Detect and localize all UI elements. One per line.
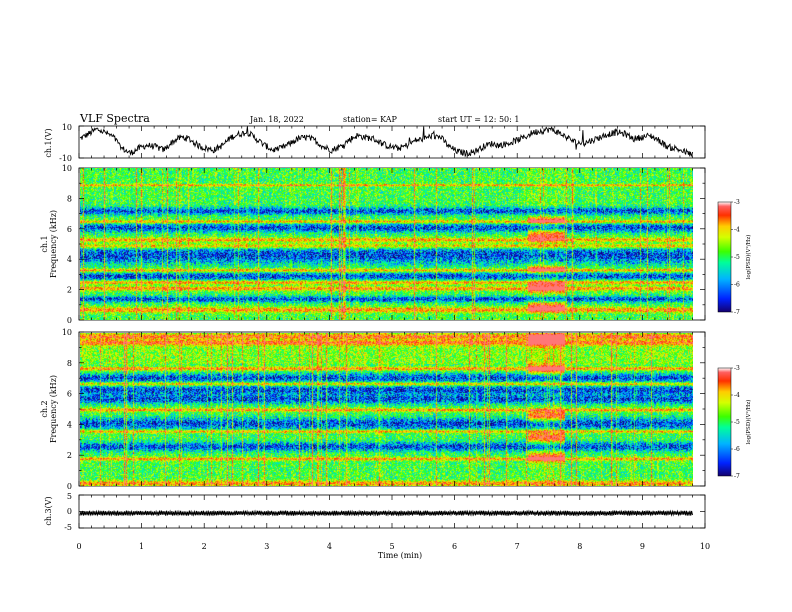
- figure-station: station= KAP: [343, 115, 398, 124]
- axis-ticks: [78, 125, 706, 529]
- ch3-waveform: [79, 509, 693, 517]
- ch2-colorbar-label: log(PSD)(V²/Hz): [745, 400, 752, 445]
- spec-ytick-label: 8: [67, 194, 72, 203]
- ch1-wave-ytick: 10: [62, 123, 72, 132]
- ch2-colorbar: -3 -4 -5 -6 -7 log(PSD)(V²/Hz): [717, 365, 752, 480]
- ch1-wave-ylabel: ch.1(V): [44, 128, 53, 157]
- ch3-wave-ytick: 0: [67, 507, 72, 516]
- ch3-wave-ytick: 5: [67, 492, 72, 501]
- figure-start-time: start UT = 12: 50: 1: [438, 115, 519, 124]
- spec-ytick-label: 8: [67, 359, 72, 368]
- ch2-freq-label: Frequency (kHz): [49, 375, 58, 443]
- x-tick-label: 2: [202, 542, 207, 551]
- colorbar-tick-label: -5: [734, 254, 740, 261]
- x-tick-label: 6: [452, 542, 457, 551]
- ch3-trace: [79, 509, 693, 517]
- ch2-colorbar-ticks: -3 -4 -5 -6 -7: [731, 365, 740, 480]
- colorbar-tick-label: -6: [734, 282, 740, 289]
- colorbar-tick-label: -3: [734, 199, 740, 206]
- x-tick-label: 10: [700, 542, 710, 551]
- ch1-colorbar: -3 -4 -5 -6 -7 log(PSD)(V²/Hz): [717, 199, 752, 316]
- ch1-colorbar-gradient: [717, 201, 732, 313]
- ch2-spectrogram: [80, 333, 693, 486]
- ch3-wave-ylabel: ch.3(V): [44, 496, 53, 525]
- ch1-trace: [79, 126, 693, 158]
- ch2-channel-label: ch.2: [40, 400, 49, 417]
- ch1-colorbar-label: log(PSD)(V²/Hz): [745, 235, 752, 280]
- x-tick-label: 8: [577, 542, 582, 551]
- spec-ytick-label: 2: [67, 451, 72, 460]
- x-tick-label: 1: [139, 542, 144, 551]
- x-axis-label: Time (min): [378, 551, 422, 560]
- spec-ytick-label: 6: [67, 225, 72, 234]
- colorbar-tick-label: -7: [734, 473, 740, 480]
- spec-ytick-label: 0: [67, 316, 72, 325]
- spec-ytick-label: 6: [67, 390, 72, 399]
- spec-ytick-label: 0: [67, 482, 72, 491]
- ch1-spectrogram-image: [80, 168, 693, 320]
- colorbar-tick-label: -4: [734, 392, 740, 399]
- x-tick-label: 3: [264, 542, 269, 551]
- ch3-wave-ytick: -5: [64, 523, 72, 532]
- colorbar-tick-label: -4: [734, 227, 740, 234]
- ch1-spec-yticks: 0 2 4 6 8 10: [62, 164, 72, 325]
- x-tick-labels: 0 1 2 3 4 5 6 7 8 9 10: [76, 542, 710, 551]
- figure-date: Jan. 18, 2022: [249, 115, 304, 124]
- figure-title: VLF Spectra: [79, 112, 150, 125]
- spec-ytick-label: 4: [67, 420, 72, 429]
- ch1-freq-label: Frequency (kHz): [49, 210, 58, 278]
- ch2-spectrogram-image: [80, 333, 693, 486]
- ch1-spectrogram: [80, 168, 693, 320]
- colorbar-tick-label: -6: [734, 446, 740, 453]
- ch1-wave-ytick: -10: [59, 154, 72, 163]
- colorbar-tick-label: -7: [734, 309, 740, 316]
- ch2-colorbar-gradient: [717, 367, 732, 477]
- spec-ytick-label: 2: [67, 286, 72, 295]
- x-tick-label: 5: [389, 542, 394, 551]
- colorbar-tick-label: -5: [734, 419, 740, 426]
- spec-ytick-label: 4: [67, 255, 72, 264]
- colorbar-tick-label: -3: [734, 365, 740, 372]
- x-tick-label: 0: [76, 542, 81, 551]
- ch1-waveform: [79, 126, 693, 158]
- x-tick-label: 4: [327, 542, 332, 551]
- spec-ytick-label: 10: [62, 164, 72, 173]
- ch1-channel-label: ch.1: [40, 235, 49, 252]
- ch1-colorbar-ticks: -3 -4 -5 -6 -7: [731, 199, 740, 316]
- x-tick-label: 7: [515, 542, 520, 551]
- spec-ytick-label: 10: [62, 328, 72, 337]
- x-tick-label: 9: [640, 542, 645, 551]
- ch2-spec-yticks: 0 2 4 6 8 10: [62, 328, 72, 491]
